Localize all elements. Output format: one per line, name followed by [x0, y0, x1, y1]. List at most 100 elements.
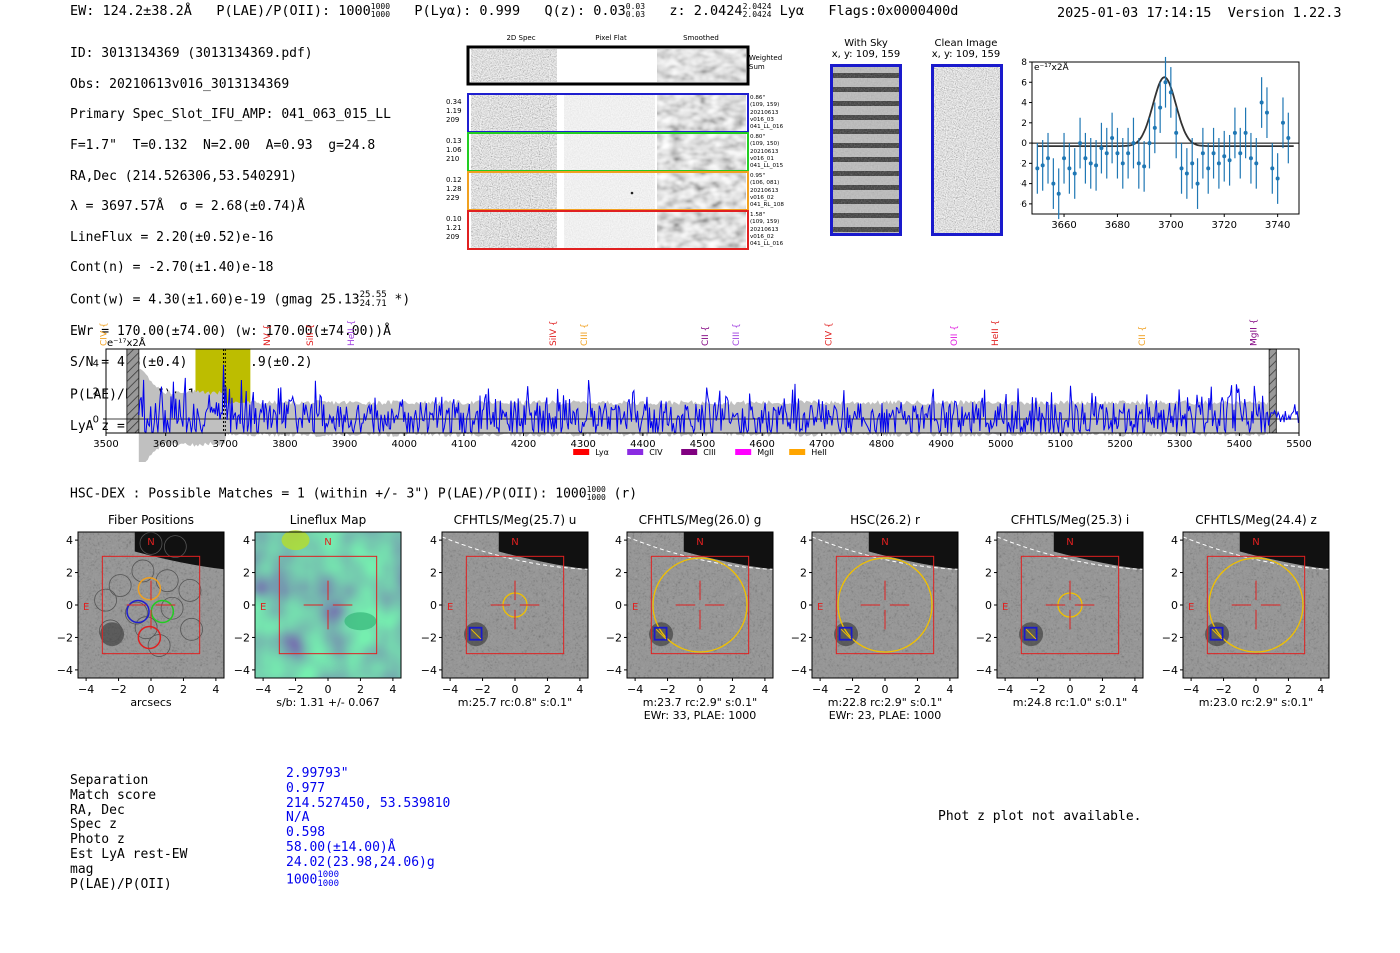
x-tick-label: 5400: [1227, 439, 1252, 450]
x-tick-label: 0: [512, 683, 519, 696]
data-point: [1035, 166, 1040, 171]
x-tick-label: −2: [474, 683, 490, 696]
catalog-source-box: [838, 626, 853, 641]
panel-caption: m:23.7 rc:2.9" s:0.1": [643, 696, 758, 709]
fiber-circle: [160, 596, 184, 620]
bright-source-region: [868, 532, 958, 570]
east-label: E: [817, 602, 823, 613]
x-tick-label: 5500: [1286, 439, 1311, 450]
fiber-circle: [99, 619, 122, 643]
x-tick-label: −2: [287, 683, 303, 696]
line-label: CII {: [1138, 326, 1148, 346]
y-tick-label: −4: [1162, 664, 1178, 677]
x-tick-label: 4200: [511, 439, 536, 450]
line-label: SiIV {: [549, 320, 559, 346]
fit-plot-ylabel: e⁻¹⁷x2Å: [1034, 61, 1070, 73]
info-id: ID: 3013134369 (3013134369.pdf): [70, 46, 313, 62]
x-tick-label: 3700: [213, 439, 238, 450]
data-point: [1131, 141, 1136, 146]
match-labels: Separation Match score RA, Dec Spec z Ph…: [70, 773, 187, 892]
data-point: [1126, 151, 1131, 156]
panel-caption-2: EWr: 33, PLAE: 1000: [644, 709, 757, 722]
cutout-svg: [466, 45, 750, 250]
catalog-source-box: [1209, 626, 1224, 641]
x-tick-label: 4300: [570, 439, 595, 450]
aperture-circle: [837, 557, 933, 653]
fiber-circle: [134, 616, 158, 640]
info-lineflux: LineFlux = 2.20(±0.52)e-16: [70, 229, 274, 245]
east-label: E: [1188, 602, 1194, 613]
x-tick-label: 3800: [272, 439, 297, 450]
catalog-pointer: [840, 628, 852, 640]
x-tick-label: 4900: [928, 439, 953, 450]
clean-image: [931, 64, 1003, 236]
y-tick-label: 4: [1021, 99, 1027, 109]
y-tick-label: −2: [976, 631, 992, 644]
y-tick-label: 4: [615, 534, 622, 547]
x-tick-label: 0: [148, 683, 155, 696]
y-tick-label: 4: [93, 359, 99, 370]
x-tick-label: −4: [627, 683, 643, 696]
match-label: mag: [70, 861, 94, 877]
info-spec: Primary Spec_Slot_IFU_AMP: 041_063_015_L…: [70, 107, 391, 123]
fiber-circle: [178, 579, 202, 602]
hsc-title: HSC-DEX : Possible Matches = 1 (within +…: [70, 485, 638, 502]
y-tick-label: 4: [1171, 534, 1178, 547]
header-qz: Q(z): 0.03: [544, 3, 626, 19]
line-label: OII {: [950, 325, 960, 346]
data-point: [1104, 151, 1109, 156]
data-point: [1094, 163, 1099, 168]
y-tick-label: −2: [1162, 631, 1178, 644]
y-tick-label: −4: [57, 664, 73, 677]
x-tick-label: 4600: [749, 439, 774, 450]
y-tick-label: 0: [1021, 139, 1027, 149]
x-tick-label: 3680: [1105, 220, 1130, 231]
mask-boundary: [1182, 536, 1330, 570]
y-tick-label: 0: [93, 415, 99, 426]
y-tick-label: 4: [66, 534, 73, 547]
y-tick-label: −4: [421, 664, 437, 677]
y-tick-label: 4: [243, 534, 250, 547]
data-point: [1264, 110, 1269, 115]
cutout-smoothed: [657, 173, 746, 209]
y-tick-label: −4: [791, 664, 807, 677]
data-point: [1248, 156, 1253, 161]
legend-label: MgII: [757, 448, 774, 457]
x-tick-label: 2: [357, 683, 364, 696]
cutout-row-frame: [467, 210, 749, 250]
fiber-circle: [125, 601, 148, 625]
x-tick-label: 4: [761, 683, 768, 696]
x-tick-label: 3720: [1212, 220, 1237, 231]
x-tick-label: −4: [1183, 683, 1199, 696]
header-bar: EW: 124.2±38.2Å P(LAE)/P(OII): 10001000 1…: [70, 3, 958, 20]
fiber-circle: [163, 535, 187, 559]
info-contw: Cont(w) = 4.30(±1.60)e-19 (gmag 25.1325.…: [70, 290, 411, 310]
photz-message: Phot z plot not available.: [938, 809, 1142, 824]
y-tick-label: 8: [1021, 58, 1027, 68]
cutout-row-right-label: 0.80" (109, 150) 20210613 v016_01 041_LL_015: [750, 134, 784, 170]
match-value: 58.00(±14.00)Å: [286, 839, 396, 855]
x-tick-label: −2: [1215, 683, 1231, 696]
x-tick-label: 4: [576, 683, 583, 696]
panel-caption: m:25.7 rc:0.8" s:0.1": [458, 696, 573, 709]
cutout-row-right-label: 0.86" (109, 159) 20210613 v016_03 041_LL_016: [750, 95, 784, 131]
bright-source-region: [498, 532, 588, 570]
match-label: Match score: [70, 787, 157, 803]
fiber-circle: [94, 588, 117, 612]
match-label: P(LAE)/P(OII): [70, 876, 172, 892]
search-box: [101, 555, 201, 655]
y-tick-label: −4: [1020, 180, 1027, 190]
x-tick-label: 0: [325, 683, 332, 696]
y-tick-label: 0: [1171, 599, 1178, 612]
masked-region: [1268, 348, 1277, 434]
legend-label: Lyα: [595, 448, 609, 457]
match-value: 214.527450, 53.539810: [286, 795, 451, 811]
line-label: HeII {: [347, 320, 357, 346]
x-tick-label: 3500: [93, 439, 118, 450]
search-box: [1206, 555, 1306, 655]
x-tick-label: 3900: [332, 439, 357, 450]
x-tick-label: 4700: [809, 439, 834, 450]
